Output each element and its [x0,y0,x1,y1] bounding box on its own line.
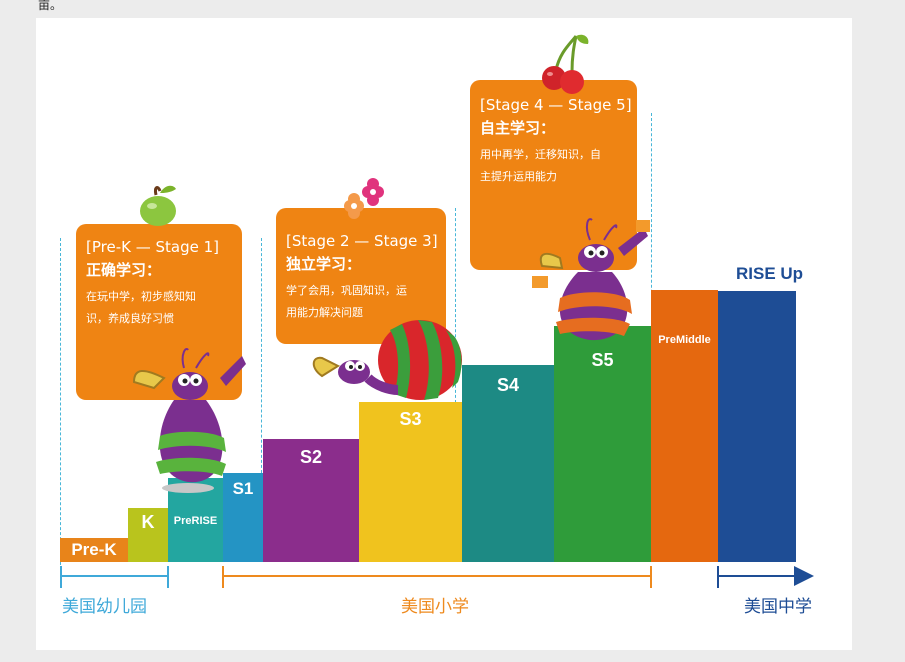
header-glyph: 亩。 [38,0,63,12]
mascot-horn-icon [132,348,246,493]
callout-title: [Pre-K — Stage 1] [86,238,219,256]
stage-label: S4 [496,375,520,395]
guide-line [60,238,61,580]
stage-label-riseup: RISE Up [736,264,804,283]
level-label-elementary: 美国小学 [401,597,469,617]
stage-bar-k: K [128,508,168,562]
callout-title: [Stage 4 — Stage 5] [480,96,632,114]
school-level-timeline [60,566,814,588]
stage-bar-riseup [718,291,796,562]
callout-subtitle: 自主学习： [480,119,556,137]
stage-label: Pre-K [71,540,117,559]
callout-subtitle: 独立学习： [286,255,362,273]
guide-line [651,113,652,313]
stage-bar-s2: S2 [263,439,359,562]
stage-bar-prek: Pre-K [60,538,128,562]
stage-label: S1 [232,479,254,498]
apple-icon [140,185,176,226]
guide-line [455,208,456,408]
stage-bar-premiddle: PreMiddle [651,290,718,562]
level-label-kindergarten: 美国幼儿园 [62,597,147,617]
callout-desc-line: 主提升运用能力 [480,170,557,183]
stage-label: S2 [299,447,323,467]
stage-label: PreMiddle [658,334,711,346]
flower-icon [344,178,384,219]
mascot-standing-icon [532,218,650,341]
callout-subtitle: 正确学习： [86,261,162,279]
stage-label: S5 [591,350,614,370]
cherry-icon [542,34,589,94]
callout-desc-line: 识，养成良好习惯 [86,312,174,325]
mascot-lying-icon [312,320,462,400]
stage-bar-s1: S1 [223,473,263,562]
callout-stage-4-5: [Stage 4 — Stage 5] 自主学习： 用中再学，迁移知识，自 主提… [470,80,637,270]
stage-label: S3 [399,409,422,429]
callout-desc-line: 用能力解决问题 [286,306,363,319]
stage-bar-s5: S5 [554,326,651,562]
callout-title: [Stage 2 — Stage 3] [286,232,438,250]
stage-label: K [141,512,155,532]
stage-label: PreRISE [173,515,218,527]
callout-desc-line: 学了会用，巩固知识，运 [286,284,407,297]
callout-desc-line: 用中再学，迁移知识，自 [480,148,601,161]
stage-bar-s3: S3 [359,402,462,562]
stage-diagram-panel: Pre-K K PreRISE S1 S2 S3 S4 S5 PreMiddle… [36,18,852,650]
level-label-middle-school: 美国中学 [744,597,812,617]
guide-line [261,238,262,478]
callout-desc-line: 在玩中学，初步感知知 [86,290,196,303]
callout-stage-prek-1: [Pre-K — Stage 1] 正确学习： 在玩中学，初步感知知 识，养成良… [76,224,242,400]
stage-bar-s4: S4 [462,365,554,562]
